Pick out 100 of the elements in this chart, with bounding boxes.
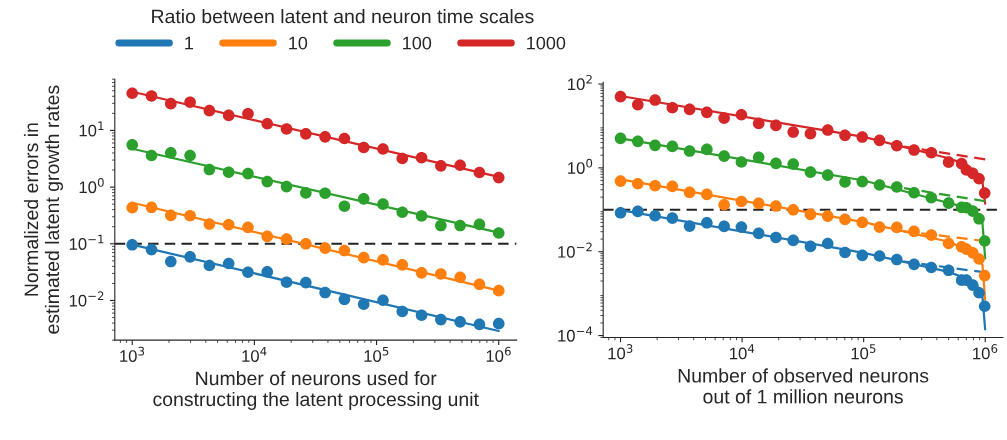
point [203, 163, 216, 176]
point [770, 119, 782, 132]
point [821, 169, 834, 181]
point [649, 209, 661, 222]
point [649, 179, 661, 192]
point [873, 134, 886, 147]
point [666, 212, 679, 224]
point [319, 187, 331, 200]
x-tick-label: 10$^{5}$ [364, 346, 389, 362]
point [164, 255, 177, 268]
point [126, 87, 139, 100]
point [126, 238, 139, 251]
point [415, 309, 428, 322]
point [891, 253, 903, 266]
point [300, 237, 312, 250]
x-tick-label: 10$^{3}$ [120, 346, 145, 362]
point [839, 246, 851, 259]
point [280, 123, 293, 135]
point [891, 181, 903, 193]
point [649, 94, 661, 106]
point [145, 90, 158, 102]
x-axis-title: Number of observed neurons out of 1 million neurons [678, 368, 929, 404]
point [891, 139, 903, 152]
x-tick-label: 10$^{3}$ [608, 344, 633, 360]
x-tick-label: 10$^{4}$ [242, 346, 267, 362]
point [856, 216, 869, 229]
point [415, 267, 428, 279]
point [701, 188, 713, 201]
point [925, 191, 938, 204]
point [280, 276, 293, 289]
point [683, 145, 696, 157]
point [184, 251, 196, 263]
x-tick-label: 10$^{5}$ [851, 344, 876, 360]
point [804, 166, 817, 178]
y-tick-label: 10$^{2}$ [568, 74, 592, 91]
point [701, 143, 713, 156]
point [718, 198, 730, 211]
point [873, 179, 886, 191]
point [300, 187, 312, 199]
point [222, 166, 235, 179]
point [319, 242, 331, 254]
point [908, 186, 920, 199]
point [770, 231, 782, 244]
point [435, 219, 447, 232]
point [701, 106, 713, 119]
point [454, 219, 466, 232]
point [683, 220, 696, 232]
point [473, 278, 486, 291]
point [666, 180, 679, 193]
point [357, 298, 370, 311]
point [338, 244, 351, 257]
point [752, 197, 765, 210]
point [415, 210, 428, 222]
point [735, 221, 748, 233]
point [396, 305, 409, 318]
point [454, 316, 466, 328]
point [473, 166, 486, 179]
point [396, 259, 409, 271]
point [242, 221, 254, 234]
legend-label: 1000 [527, 36, 566, 50]
legend-label: 1 [185, 36, 193, 50]
y-axis-title: Normalized errors in estimated latent growth rates [23, 85, 64, 334]
point [666, 101, 679, 114]
y-tick-label: 10$^{0}$ [79, 177, 104, 194]
point [856, 175, 869, 188]
point [242, 167, 254, 180]
point [280, 180, 293, 193]
point [925, 261, 938, 274]
point [164, 209, 177, 222]
point [752, 117, 765, 130]
point [908, 258, 920, 271]
point [821, 237, 834, 250]
legend-title: Ratio between latent and neuron time scales [152, 9, 534, 24]
point [614, 175, 627, 187]
y-tick-label: 10$^{−2}$ [558, 242, 592, 258]
point [357, 251, 370, 264]
point [242, 107, 254, 120]
point [718, 112, 730, 124]
point [184, 149, 196, 162]
point [492, 171, 505, 184]
point [942, 197, 955, 209]
point [821, 124, 834, 136]
point [319, 131, 331, 143]
point [222, 218, 235, 231]
point [718, 220, 730, 233]
point [649, 139, 661, 152]
point [735, 195, 748, 208]
x-tick-label: 10$^{6}$ [486, 346, 511, 362]
point [718, 150, 730, 162]
point [435, 268, 447, 280]
point [821, 210, 834, 222]
point [632, 98, 644, 111]
point [145, 243, 158, 256]
point [752, 151, 765, 164]
point [261, 266, 274, 278]
point [164, 97, 177, 110]
point [261, 175, 274, 188]
point [300, 128, 312, 140]
point [377, 254, 389, 266]
point [908, 225, 920, 238]
